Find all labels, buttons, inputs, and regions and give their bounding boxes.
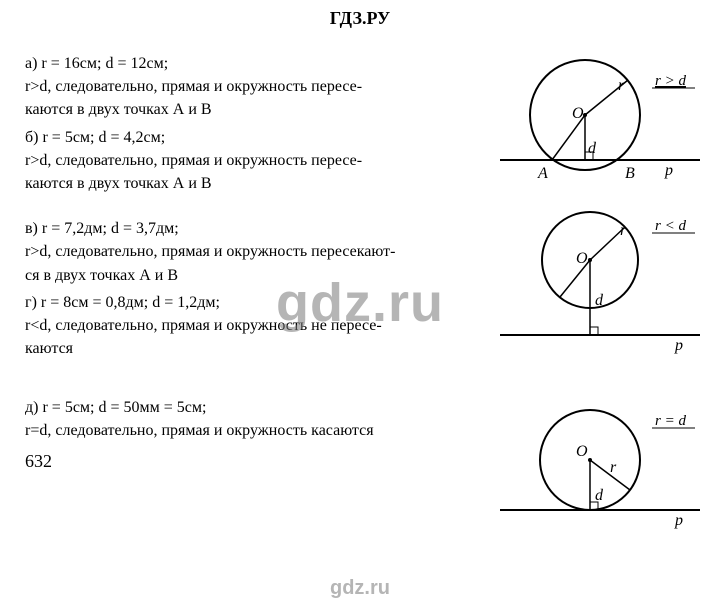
- d-label-1: d: [588, 140, 597, 157]
- r-label-2: r: [620, 222, 627, 239]
- p-label-3: p: [674, 512, 683, 529]
- center-dot-3: [588, 458, 592, 462]
- b-label-1: B: [625, 165, 635, 182]
- diagram-3-svg: O r d p r = d: [500, 400, 700, 550]
- center-dot-1: [583, 113, 587, 117]
- p-label-2: p: [674, 337, 683, 354]
- a-label-1: A: [537, 165, 548, 182]
- center-dot-2: [588, 258, 592, 262]
- cond-label-1: r > d: [655, 73, 686, 89]
- r-label-3: r: [610, 459, 617, 476]
- cond-label-2: r < d: [655, 218, 686, 234]
- d-label-2: d: [595, 292, 604, 309]
- page-header: ГДЗ.РУ: [0, 0, 720, 37]
- diagram-intersect: O r d A B p r > d: [500, 50, 700, 205]
- p-label-1: p: [664, 162, 673, 179]
- r-label-1: r: [618, 77, 625, 94]
- diagram-1-svg: O r d A B p r > d: [500, 50, 700, 200]
- d-label-3: d: [595, 487, 604, 504]
- o-label-3: O: [576, 443, 588, 460]
- o-label-2: O: [576, 250, 588, 267]
- diagram-2-svg: O r d p r < d: [500, 205, 700, 360]
- cond-label-3: r = d: [655, 413, 686, 429]
- o-label-1: O: [572, 105, 584, 122]
- diagram-no-intersect: O r d p r < d: [500, 205, 700, 365]
- right-angle-2: [590, 327, 598, 335]
- diagram-tangent: O r d p r = d: [500, 400, 700, 555]
- watermark-bottom: gdz.ru: [330, 577, 390, 600]
